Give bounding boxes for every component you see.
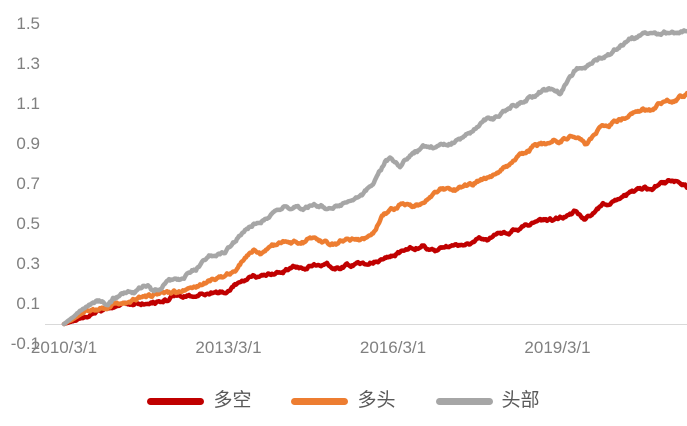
x-tick-label: 2010/3/1 xyxy=(30,338,98,357)
legend-swatch-long-short xyxy=(147,397,205,405)
legend-item-long-only: 多头 xyxy=(291,388,396,414)
series-line-long-only xyxy=(61,90,687,327)
legend-swatch-long-only xyxy=(291,397,349,405)
legend-label-long-only: 多头 xyxy=(357,390,396,411)
legend-swatch-head xyxy=(435,397,493,405)
legend-item-long-short: 多空 xyxy=(147,388,251,414)
legend-item-head: 头部 xyxy=(435,388,540,414)
y-tick-label: 1.1 xyxy=(16,94,40,113)
y-tick-label: 0.5 xyxy=(16,214,40,233)
x-tick-label: 2019/3/1 xyxy=(524,338,591,357)
y-tick-label: 1.5 xyxy=(16,14,40,33)
series-line-long-short xyxy=(61,177,687,327)
y-tick-label: 1.3 xyxy=(16,54,40,73)
y-tick-label: 0.7 xyxy=(16,174,40,193)
legend-label-head: 头部 xyxy=(501,390,540,411)
y-tick-label: -0.1 xyxy=(10,334,40,353)
y-tick-label: 0.1 xyxy=(16,294,40,313)
legend-label-long-short: 多空 xyxy=(213,390,252,411)
x-tick-label: 2013/3/1 xyxy=(195,338,262,357)
x-tick-label: 2016/3/1 xyxy=(359,338,427,357)
series-line-head xyxy=(61,28,687,327)
y-tick-label: 0.3 xyxy=(16,254,40,273)
y-tick-label: 0.9 xyxy=(16,134,40,153)
chart-legend: 多空 多头 头部 xyxy=(0,388,687,414)
